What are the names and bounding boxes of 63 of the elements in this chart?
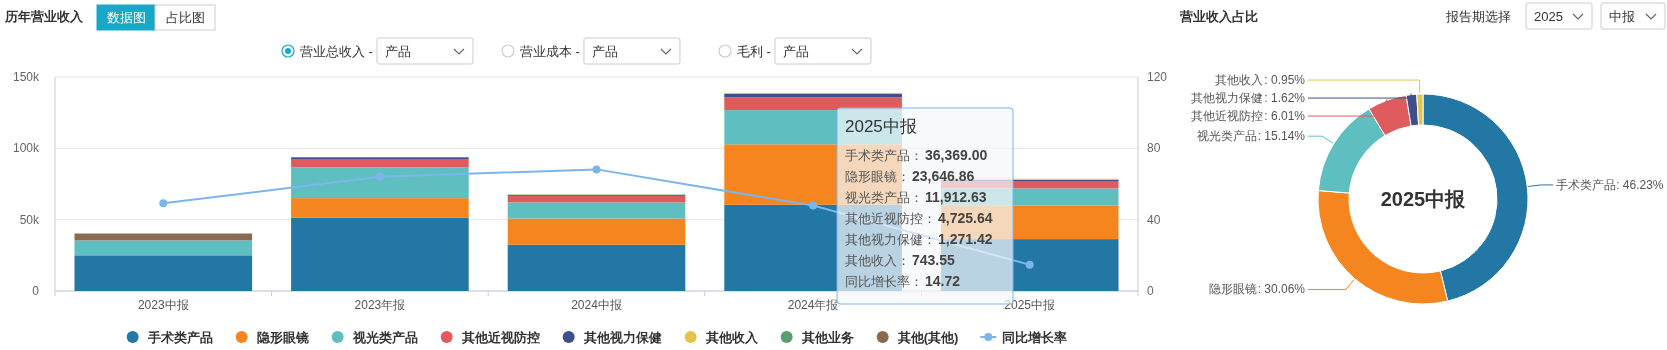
text: 营业总收入 -: [300, 44, 373, 59]
legend-label: 隐形眼镜: [256, 330, 309, 345]
data-label: : 46.23%: [1616, 177, 1664, 192]
x-tick-label: 2023年报: [354, 298, 406, 312]
slice-label: 隐形眼镜: [1208, 282, 1257, 297]
legend-label: 其他业务: [800, 330, 854, 345]
legend-label: 其他近视防控: [460, 330, 540, 345]
text: 产品: [591, 44, 618, 59]
text: 产品: [384, 44, 411, 59]
annotation: 11,912.63: [925, 189, 987, 205]
slice-label: 其他近视防控: [1191, 109, 1264, 124]
y-tick-label: 50k: [19, 212, 40, 227]
annotation: 36,369.00: [925, 147, 988, 163]
legend-label: 视光类产品: [351, 330, 418, 345]
y-tick-label: 150k: [12, 70, 40, 84]
annotation: 1,271.42: [938, 231, 993, 247]
data-label: : 6.01%: [1264, 109, 1306, 124]
data-label: : 1.62%: [1264, 91, 1306, 106]
legend-label: 手术类产品: [146, 330, 213, 345]
annotation: 4,725.64: [938, 210, 993, 226]
data-label: : 15.14%: [1257, 129, 1306, 144]
x-tick-label: 2023中报: [137, 298, 189, 312]
text: 营业成本 -: [520, 44, 580, 59]
data-label: : 0.95%: [1264, 73, 1306, 88]
annotation: 743.55: [912, 252, 956, 268]
x-tick-label: 2024中报: [571, 298, 622, 312]
annotation: 其他收入：: [845, 253, 910, 268]
text: 占比图: [165, 10, 205, 25]
text: 报告期选择: [1445, 9, 1511, 24]
annotation: 隐形眼镜：: [845, 169, 910, 184]
annotation: 14.72: [925, 273, 961, 289]
text: 毛利 -: [737, 44, 771, 59]
slice-label: 其他视力保健: [1191, 91, 1264, 106]
legend-label: 其他视力保健: [582, 330, 662, 345]
text: 2025中报: [1380, 188, 1467, 210]
slice-label: 视光类产品: [1196, 129, 1257, 144]
annotation: 同比增长率：: [845, 274, 923, 289]
text: 产品: [782, 44, 809, 59]
text: 2025: [1534, 9, 1563, 24]
x-tick-label: 2025中报: [1004, 298, 1056, 312]
chart-title: 历年营业收入: [4, 9, 84, 24]
annotation: 视光类产品：: [845, 190, 923, 205]
legend-label: 同比增长率: [1002, 330, 1068, 345]
text: 数据图: [106, 10, 146, 25]
annotation: 2025中报: [845, 117, 917, 136]
slice-label: 其他收入: [1215, 73, 1264, 88]
text: 中报: [1609, 9, 1635, 24]
y2-tick-label: 40: [1147, 212, 1161, 227]
legend-label: 其他收入: [704, 330, 759, 345]
annotation: 其他近视防控：: [845, 211, 936, 226]
y-tick-label: 0: [32, 284, 40, 298]
y-tick-label: 100k: [12, 141, 40, 156]
y2-tick-label: 80: [1147, 141, 1161, 156]
annotation: 23,646.86: [912, 168, 975, 184]
x-tick-label: 2024年报: [787, 298, 839, 312]
y2-tick-label: 0: [1147, 284, 1154, 298]
data-label: : 30.06%: [1257, 282, 1306, 297]
y2-tick-label: 120: [1147, 70, 1168, 84]
annotation: 其他视力保健：: [845, 232, 936, 247]
legend-label: 其他(其他): [896, 330, 959, 345]
annotation: 手术类产品：: [845, 148, 923, 163]
slice-label: 手术类产品: [1556, 177, 1617, 192]
chart-title: 营业收入占比: [1179, 9, 1258, 24]
